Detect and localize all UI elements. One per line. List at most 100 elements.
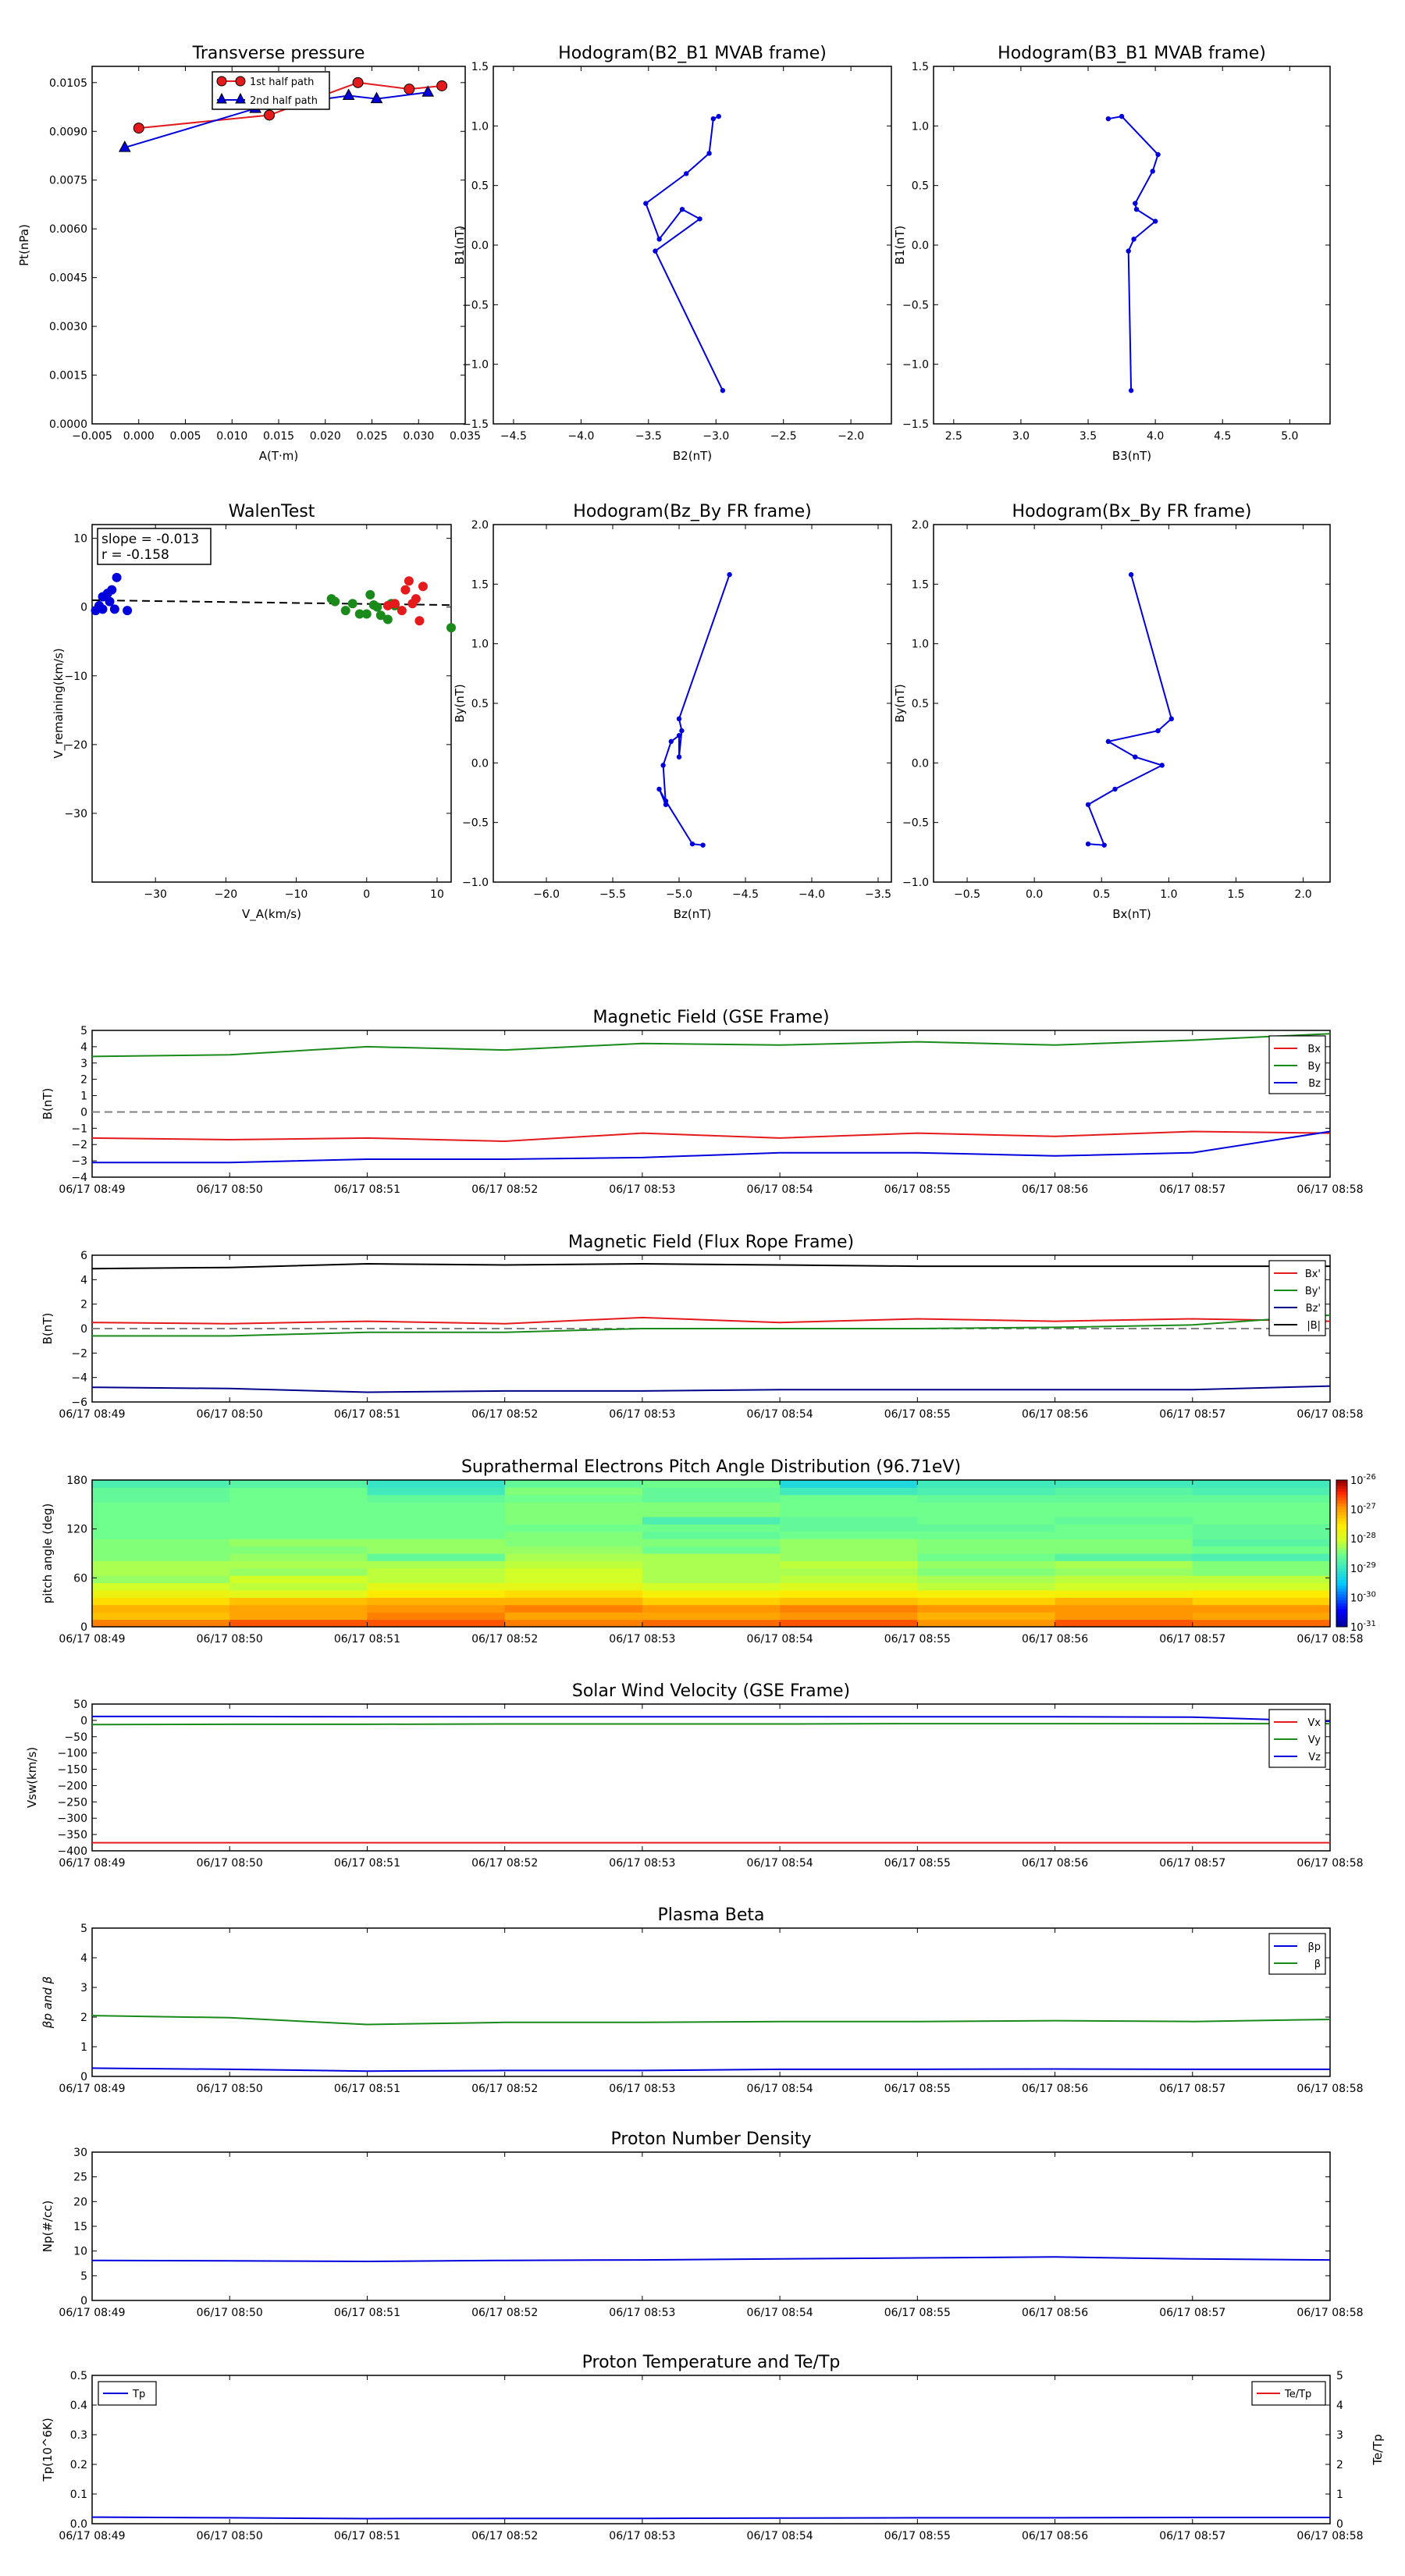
heatmap-cell [780,1531,918,1539]
legend: 1st half path 2nd half path [212,71,330,110]
time-tick-label: 06/17 08:50 [197,2083,263,2095]
legend-label: By' [1305,1286,1321,1297]
heatmap-cell [229,1539,368,1547]
panel-h2: 2.5 3.0 3.5 4.0 4.5 5.0 −1.5 −1.0 −0.5 0.0 0.5 1.0 1… [893,44,1331,463]
heatmap-cell [780,1494,918,1503]
data-point [330,596,340,607]
data-point [446,623,456,633]
heatmap-cell [229,1612,368,1621]
x-axis-label: B3(nT) [1112,449,1151,463]
colorbar-label: 10-26 [1350,1473,1376,1487]
colorbar-segment [1336,1585,1347,1589]
time-tick-label: 06/17 08:56 [1022,1857,1088,1870]
y-tick-label: −1.5 [902,418,929,431]
time-tick-label: 06/17 08:49 [59,1857,125,1870]
y-tick-label: 15 [73,2221,87,2233]
data-point [411,594,421,604]
x-tick-label: 4.0 [1147,430,1164,443]
heatmap-cell [367,1560,506,1569]
heatmap-cell [367,1509,506,1517]
colorbar-segment [1336,1485,1347,1489]
data-point [663,802,669,807]
heatmap-cell [642,1619,781,1628]
time-tick-label: 06/17 08:53 [609,1857,675,1870]
heatmap-cell [1192,1480,1331,1488]
heatmap-cell [229,1575,368,1584]
y-tick-label: 6 [80,1250,87,1262]
y-tick-label: 50 [73,1699,87,1711]
legend-box [212,71,330,110]
y-tick-label: 0.5 [912,698,929,710]
time-tick-label: 06/17 08:50 [197,1183,263,1196]
y-tick-label: 0.0 [471,757,489,770]
time-tick-label: 06/17 08:55 [884,1183,951,1196]
y-tick-label-right: 0 [1336,2518,1343,2531]
x-tick-label: −4.5 [500,430,527,443]
time-tick-label: 06/17 08:50 [197,1633,263,1646]
series-line-Bz [91,1385,1331,1393]
data-point [1126,248,1131,254]
y-tick-label: 0 [80,1323,87,1336]
time-tick-label: 06/17 08:52 [471,1633,538,1646]
heatmap-cell [92,1553,230,1561]
series-line-Bx [91,1130,1331,1143]
heatmap-cell [229,1597,368,1606]
colorbar-segment [1336,1489,1347,1493]
heatmap-cell [642,1567,781,1576]
hodogram-line [645,116,724,391]
heatmap-cell [642,1597,781,1606]
data-point [414,616,425,626]
heatmap-cell [642,1612,781,1621]
heatmap-cell [229,1487,368,1496]
heatmap-cell [642,1502,781,1510]
data-point [1105,738,1112,745]
series-line-Bx [91,1316,1331,1325]
time-tick-label: 06/17 08:50 [197,2307,263,2319]
legend: Tp [98,2381,157,2406]
time-tick-label: 06/17 08:54 [747,2083,813,2095]
heatmap-cell [367,1612,506,1621]
time-tick-label: 06/17 08:58 [1297,2083,1363,2095]
colorbar-segment [1336,1589,1347,1592]
data-point [663,798,669,804]
colorbar-label: 10-29 [1350,1561,1376,1575]
plot-frame [91,66,466,425]
heatmap-cell [229,1524,368,1532]
y-tick-label: 1 [80,1091,87,1103]
y-tick-label: 2 [80,1074,87,1087]
y-tick-label: 5 [80,1923,87,1935]
heatmap-cell [917,1553,1055,1561]
y-tick-label: −250 [58,1796,87,1809]
data-point [656,786,662,792]
colorbar-segment [1336,1567,1347,1572]
legend-label: Vy [1308,1735,1321,1746]
y-tick-label: −2 [71,1139,87,1151]
y-tick-label: −1.0 [902,359,929,372]
data-point [1128,388,1134,393]
data-point [400,585,411,595]
panel-beta: Plasma Beta 06/17 08:49 06/17 08:50 06/17 0… [41,1905,1364,2095]
data-point [710,116,716,122]
data-point [679,728,685,734]
data-point [365,589,375,600]
heatmap-cell [780,1517,918,1525]
heatmap-cell [917,1509,1055,1517]
y-tick-label: 0.0 [70,2518,87,2531]
panel-pad: Suprathermal Electrons Pitch Angle Distr… [41,1457,1376,1646]
x-tick-label: −6.0 [533,888,560,901]
heatmap-cell [642,1531,781,1539]
x-tick-label: −10 [285,888,308,901]
time-tick-label: 06/17 08:57 [1159,1408,1225,1421]
heatmap-cell [504,1517,643,1525]
heatmap-cell [504,1604,643,1613]
heatmap-cell [1055,1582,1193,1591]
plot-frame [91,1927,1331,2077]
plot-frame [91,524,452,883]
time-tick-label: 06/17 08:54 [747,1408,813,1421]
heatmap-cell [504,1546,643,1554]
series-line-Np [91,2256,1331,2263]
data-point [105,596,115,607]
heatmap-cell [1055,1597,1193,1606]
colorbar-segment [1336,1500,1347,1504]
